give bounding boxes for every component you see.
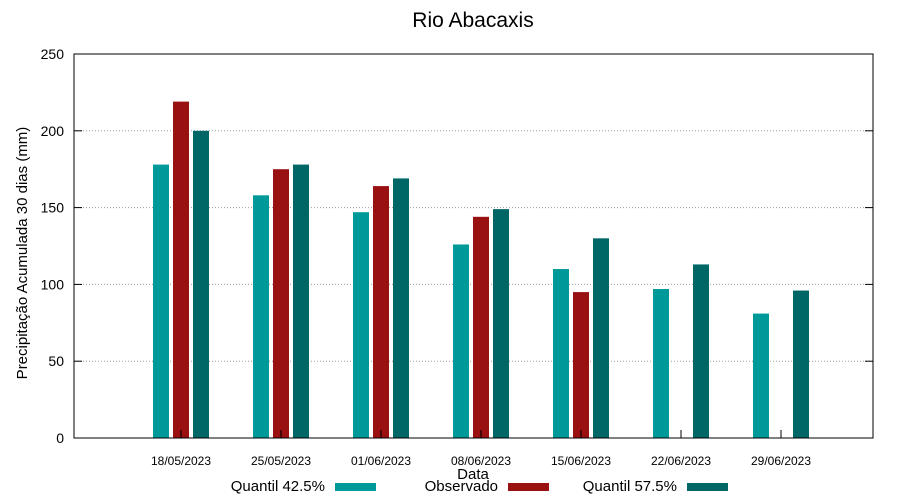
chart-title: Rio Abacaxis bbox=[412, 9, 533, 32]
y-tick-label: 200 bbox=[41, 123, 65, 139]
bar bbox=[473, 216, 489, 438]
x-tick-label: 01/06/2023 bbox=[351, 454, 411, 468]
plot-frame bbox=[73, 53, 874, 439]
bar bbox=[293, 164, 309, 439]
bar bbox=[173, 101, 189, 438]
bar bbox=[553, 269, 569, 438]
bar bbox=[453, 244, 469, 438]
x-tick-label: 15/06/2023 bbox=[551, 454, 611, 468]
x-tick-label: 22/06/2023 bbox=[651, 454, 711, 468]
bar bbox=[253, 195, 269, 438]
y-ticks: 0 50 100 150 200 250 bbox=[41, 46, 873, 446]
y-tick-label: 50 bbox=[48, 353, 64, 369]
y-tick-label: 0 bbox=[56, 430, 64, 446]
x-axis-label: Data bbox=[457, 466, 489, 483]
legend-label: Quantil 42.5% bbox=[231, 478, 325, 495]
legend-label: Quantil 57.5% bbox=[583, 478, 677, 495]
bars bbox=[153, 101, 809, 439]
x-tick-label: 29/06/2023 bbox=[751, 454, 811, 468]
bar bbox=[653, 289, 669, 438]
x-tick-label: 08/06/2023 bbox=[451, 454, 511, 468]
bar bbox=[493, 209, 509, 438]
bar bbox=[373, 186, 389, 438]
bar bbox=[153, 164, 169, 439]
y-tick-label: 150 bbox=[41, 200, 65, 216]
x-tick-label: 25/05/2023 bbox=[251, 454, 311, 468]
x-tick-label: 18/05/2023 bbox=[151, 454, 211, 468]
legend-swatch bbox=[508, 483, 549, 491]
x-ticks: 18/05/2023 25/05/2023 01/06/2023 08/06/2023… bbox=[151, 430, 811, 468]
bar bbox=[393, 178, 409, 438]
legend-label: Observado bbox=[425, 478, 498, 495]
legend-swatch bbox=[335, 483, 376, 491]
legend: Quantil 42.5% Observado Quantil 57.5% bbox=[231, 478, 728, 495]
bar bbox=[793, 290, 809, 438]
bar bbox=[753, 313, 769, 438]
legend-swatch bbox=[687, 483, 728, 491]
y-tick-label: 250 bbox=[41, 46, 65, 62]
bar bbox=[693, 264, 709, 438]
bar bbox=[193, 130, 209, 439]
bar bbox=[593, 238, 609, 438]
bar bbox=[573, 292, 589, 438]
bar bbox=[353, 212, 369, 438]
bar bbox=[273, 169, 289, 438]
y-tick-label: 100 bbox=[41, 276, 65, 292]
y-axis-label: Precipitação Acumulada 30 dias (mm) bbox=[14, 127, 31, 380]
